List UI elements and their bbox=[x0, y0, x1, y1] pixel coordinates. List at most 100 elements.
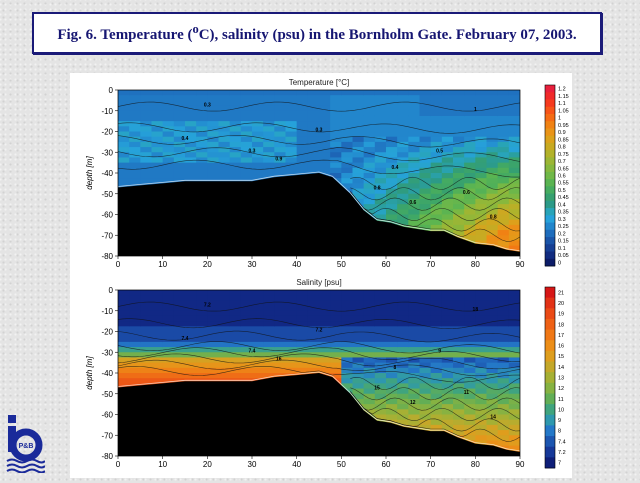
field-cell bbox=[419, 362, 432, 369]
field-cell bbox=[441, 404, 454, 410]
field-cell bbox=[430, 357, 443, 364]
field-cell bbox=[352, 315, 365, 322]
field-cell bbox=[240, 341, 253, 348]
field-cell bbox=[453, 315, 465, 322]
field-cell bbox=[185, 300, 197, 307]
field-cell bbox=[296, 100, 309, 107]
field-cell bbox=[486, 326, 499, 333]
field-cell bbox=[453, 141, 465, 148]
field-cell bbox=[118, 321, 130, 327]
field-cell bbox=[374, 131, 387, 138]
field-cell bbox=[129, 95, 141, 101]
field-cell bbox=[341, 383, 354, 390]
field-cell bbox=[508, 388, 520, 395]
field-cell bbox=[162, 178, 175, 184]
field-cell bbox=[363, 295, 376, 301]
field-cell bbox=[341, 336, 354, 343]
field-cell bbox=[497, 347, 510, 353]
field-cell bbox=[352, 141, 365, 148]
field-cell bbox=[118, 95, 130, 101]
field-cell bbox=[296, 131, 309, 138]
field-cell bbox=[475, 398, 488, 405]
field-cell bbox=[453, 90, 465, 96]
field-cell bbox=[151, 110, 164, 117]
field-cell bbox=[419, 126, 432, 133]
field-cell bbox=[374, 295, 387, 301]
field-cell bbox=[430, 300, 443, 307]
field-cell bbox=[173, 362, 186, 369]
field-cell bbox=[196, 173, 208, 179]
field-cell bbox=[441, 147, 454, 153]
field-cell bbox=[475, 388, 488, 395]
field-cell bbox=[330, 290, 342, 296]
field-cell bbox=[140, 105, 153, 112]
field-cell bbox=[274, 90, 287, 96]
field-cell bbox=[430, 214, 443, 221]
field-cell bbox=[263, 341, 275, 348]
field-cell bbox=[285, 331, 298, 338]
colorbar-cell bbox=[545, 186, 555, 194]
field-cell bbox=[352, 162, 365, 169]
field-cell bbox=[486, 378, 499, 384]
field-cell bbox=[229, 367, 242, 374]
field-cell bbox=[508, 383, 520, 390]
field-cell bbox=[196, 315, 208, 322]
field-cell bbox=[441, 383, 454, 390]
field-cell bbox=[341, 357, 354, 364]
field-cell bbox=[218, 152, 231, 159]
field-cell bbox=[341, 126, 354, 133]
field-cell bbox=[374, 157, 387, 164]
field-cell bbox=[352, 352, 365, 359]
field-cell bbox=[140, 131, 153, 138]
y-tick-label: -40 bbox=[101, 369, 113, 378]
field-cell bbox=[486, 341, 499, 348]
field-cell bbox=[386, 383, 398, 390]
contour-line bbox=[350, 391, 520, 442]
field-cell bbox=[240, 321, 253, 327]
field-cell bbox=[464, 214, 476, 221]
field-cell bbox=[285, 152, 298, 159]
field-cell bbox=[374, 352, 387, 359]
field-cell bbox=[374, 167, 387, 174]
field-cell bbox=[497, 100, 510, 107]
field-cell bbox=[441, 414, 454, 421]
field-cell bbox=[397, 321, 409, 327]
field-cell bbox=[441, 331, 454, 338]
field-cell bbox=[118, 152, 130, 159]
field-cell bbox=[307, 315, 320, 322]
field-cell bbox=[274, 147, 287, 153]
field-cell bbox=[508, 100, 520, 107]
field-cell bbox=[229, 115, 242, 122]
field-cell bbox=[341, 183, 354, 190]
field-cell bbox=[218, 147, 231, 153]
field-cell bbox=[218, 352, 231, 359]
field-cell bbox=[453, 295, 465, 301]
field-cell bbox=[486, 121, 499, 127]
field-cell bbox=[419, 152, 432, 159]
field-cell bbox=[319, 326, 331, 333]
x-tick-label: 0 bbox=[116, 260, 121, 269]
field-cell bbox=[374, 367, 387, 374]
field-cell bbox=[475, 435, 488, 442]
field-cell bbox=[386, 136, 398, 143]
field-cell bbox=[196, 100, 208, 107]
field-cell bbox=[441, 300, 454, 307]
field-cell bbox=[363, 162, 376, 169]
field-cell bbox=[330, 362, 342, 369]
field-cell bbox=[419, 424, 432, 431]
field-cell bbox=[486, 331, 499, 338]
field-cell bbox=[430, 204, 443, 210]
field-cell bbox=[441, 398, 454, 405]
field-cell bbox=[419, 214, 432, 221]
field-cell bbox=[453, 121, 465, 127]
field-cell bbox=[140, 100, 153, 107]
field-cell bbox=[397, 409, 409, 416]
field-cell bbox=[185, 147, 197, 153]
field-cell bbox=[408, 214, 421, 221]
field-cell bbox=[397, 305, 409, 312]
field-cell bbox=[441, 110, 454, 117]
field-cell bbox=[497, 336, 510, 343]
field-cell bbox=[162, 295, 175, 301]
field-cell bbox=[475, 404, 488, 410]
field-cell bbox=[441, 141, 454, 148]
